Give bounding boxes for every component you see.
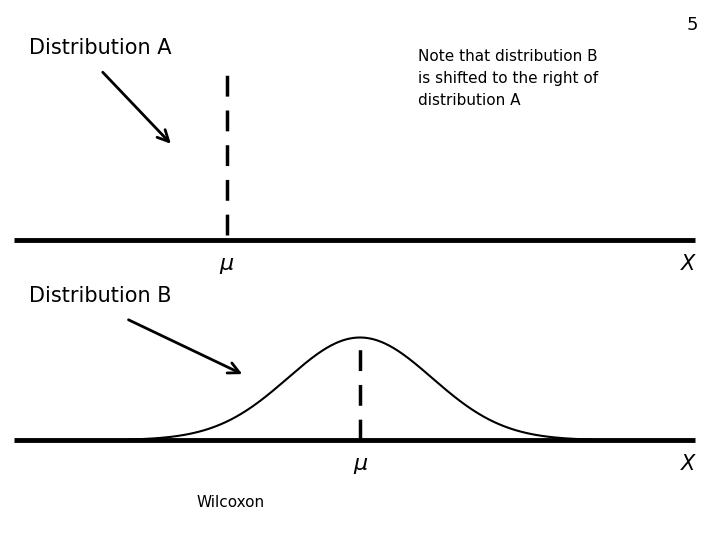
Text: Distribution B: Distribution B [29, 286, 171, 306]
Text: μ: μ [353, 454, 367, 474]
Text: X: X [680, 454, 695, 474]
Text: 5: 5 [687, 16, 698, 34]
Text: μ: μ [220, 254, 234, 274]
Text: Distribution A: Distribution A [29, 38, 171, 58]
Text: X: X [680, 254, 695, 274]
Text: Wilcoxon: Wilcoxon [197, 495, 264, 510]
Text: Note that distribution B
is shifted to the right of
distribution A: Note that distribution B is shifted to t… [418, 49, 598, 108]
